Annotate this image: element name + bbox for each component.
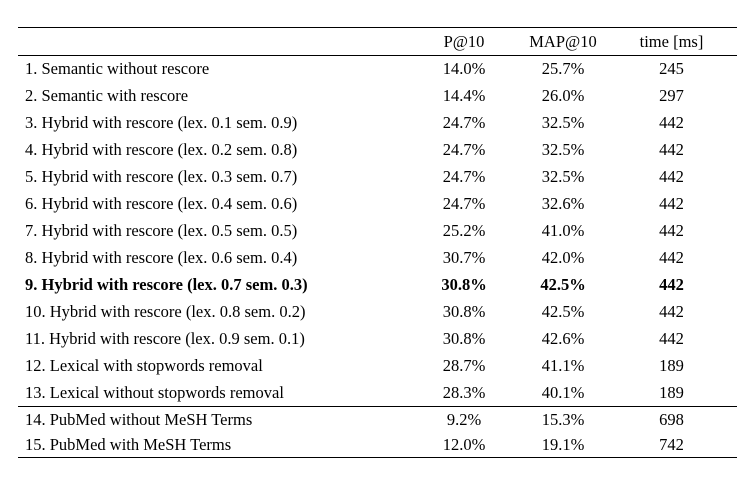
time-value: 442	[659, 167, 684, 186]
column-header-method	[18, 28, 420, 56]
header-row: P@10 MAP@10 time [ms]	[18, 28, 737, 56]
row-label: 11. Hybrid with rescore (lex. 0.9 sem. 0…	[25, 329, 305, 348]
map10-value: 15.3%	[541, 409, 585, 429]
baseline-section: 14. PubMed without MeSH Terms 9.2% 15.3%…	[18, 407, 737, 458]
map10-value: 26.0%	[541, 86, 585, 105]
map10-value: 41.0%	[541, 221, 585, 240]
time-value: 442	[659, 275, 684, 294]
row-label: 7. Hybrid with rescore (lex. 0.5 sem. 0.…	[25, 221, 298, 240]
table-row: 15. PubMed with MeSH Terms 12.0% 19.1% 7…	[18, 432, 737, 458]
table-row: 14. PubMed without MeSH Terms 9.2% 15.3%…	[18, 407, 737, 433]
map10-value: 32.5%	[541, 113, 585, 132]
row-label: 12. Lexical with stopwords removal	[25, 356, 263, 375]
row-label: 5. Hybrid with rescore (lex. 0.3 sem. 0.…	[25, 167, 298, 186]
map10-value: 42.6%	[541, 329, 585, 348]
main-section: 1. Semantic without rescore 14.0% 25.7% …	[18, 56, 737, 407]
table-row: 11. Hybrid with rescore (lex. 0.9 sem. 0…	[18, 326, 737, 353]
p10-value: 28.3%	[442, 382, 486, 402]
map10-value: 40.1%	[541, 382, 585, 402]
time-value: 442	[659, 194, 684, 213]
map10-value: 42.0%	[541, 248, 585, 267]
map10-value: 32.5%	[541, 167, 585, 186]
table-row: 4. Hybrid with rescore (lex. 0.2 sem. 0.…	[18, 137, 737, 164]
map10-value: 25.7%	[541, 59, 585, 79]
table-row: 1. Semantic without rescore 14.0% 25.7% …	[18, 56, 737, 83]
table-header: P@10 MAP@10 time [ms]	[18, 28, 737, 56]
table-row: 12. Lexical with stopwords removal 28.7%…	[18, 353, 737, 380]
p10-value: 30.8%	[442, 329, 486, 348]
time-value: 442	[659, 221, 684, 240]
row-label: 10. Hybrid with rescore (lex. 0.8 sem. 0…	[25, 302, 306, 321]
row-label: 8. Hybrid with rescore (lex. 0.6 sem. 0.…	[25, 248, 298, 267]
time-value: 189	[659, 356, 684, 375]
table-row: 5. Hybrid with rescore (lex. 0.3 sem. 0.…	[18, 164, 737, 191]
map10-value: 32.6%	[541, 194, 585, 213]
row-label: 14. PubMed without MeSH Terms	[25, 409, 253, 429]
time-value: 297	[659, 86, 684, 105]
p10-value: 14.4%	[442, 86, 486, 105]
p10-value: 30.7%	[442, 248, 486, 267]
map10-value: 19.1%	[541, 434, 585, 454]
table-row: 3. Hybrid with rescore (lex. 0.1 sem. 0.…	[18, 110, 737, 137]
p10-value: 24.7%	[442, 113, 486, 132]
table-row: 10. Hybrid with rescore (lex. 0.8 sem. 0…	[18, 299, 737, 326]
p10-value: 25.2%	[442, 221, 486, 240]
p10-value: 9.2%	[446, 409, 482, 429]
time-value: 698	[659, 409, 684, 429]
p10-value: 14.0%	[442, 59, 486, 79]
p10-value: 24.7%	[442, 167, 486, 186]
table-row: 7. Hybrid with rescore (lex. 0.5 sem. 0.…	[18, 218, 737, 245]
row-label: 4. Hybrid with rescore (lex. 0.2 sem. 0.…	[25, 140, 298, 159]
table-row: 2. Semantic with rescore 14.4% 26.0% 297	[18, 83, 737, 110]
map10-value: 42.5%	[540, 275, 586, 294]
row-label: 9. Hybrid with rescore (lex. 0.7 sem. 0.…	[25, 275, 308, 294]
time-value: 189	[659, 382, 684, 402]
column-header-map10: MAP@10	[529, 31, 597, 51]
map10-value: 32.5%	[541, 140, 585, 159]
map10-value: 41.1%	[541, 356, 585, 375]
table-row: 8. Hybrid with rescore (lex. 0.6 sem. 0.…	[18, 245, 737, 272]
time-value: 442	[659, 113, 684, 132]
time-value: 442	[659, 248, 684, 267]
row-label: 13. Lexical without stopwords removal	[25, 382, 284, 402]
p10-value: 28.7%	[442, 356, 486, 375]
results-table: P@10 MAP@10 time [ms] 1. Semantic withou…	[18, 27, 737, 458]
column-header-time: time [ms]	[639, 31, 704, 51]
table-row: 6. Hybrid with rescore (lex. 0.4 sem. 0.…	[18, 191, 737, 218]
time-value: 442	[659, 329, 684, 348]
row-label: 3. Hybrid with rescore (lex. 0.1 sem. 0.…	[25, 113, 298, 132]
row-label: 6. Hybrid with rescore (lex. 0.4 sem. 0.…	[25, 194, 298, 213]
table-row-highlighted: 9. Hybrid with rescore (lex. 0.7 sem. 0.…	[18, 272, 737, 299]
column-header-p10: P@10	[443, 31, 485, 51]
time-value: 442	[659, 302, 684, 321]
time-value: 245	[659, 59, 684, 79]
row-label: 2. Semantic with rescore	[25, 86, 189, 105]
table-row: 13. Lexical without stopwords removal 28…	[18, 380, 737, 407]
p10-value: 24.7%	[442, 194, 486, 213]
time-value: 442	[659, 140, 684, 159]
p10-value: 30.8%	[441, 275, 487, 294]
row-label: 15. PubMed with MeSH Terms	[25, 434, 232, 454]
time-value: 742	[659, 434, 684, 454]
p10-value: 30.8%	[442, 302, 486, 321]
row-label: 1. Semantic without rescore	[25, 59, 210, 79]
map10-value: 42.5%	[541, 302, 585, 321]
p10-value: 24.7%	[442, 140, 486, 159]
p10-value: 12.0%	[442, 434, 486, 454]
